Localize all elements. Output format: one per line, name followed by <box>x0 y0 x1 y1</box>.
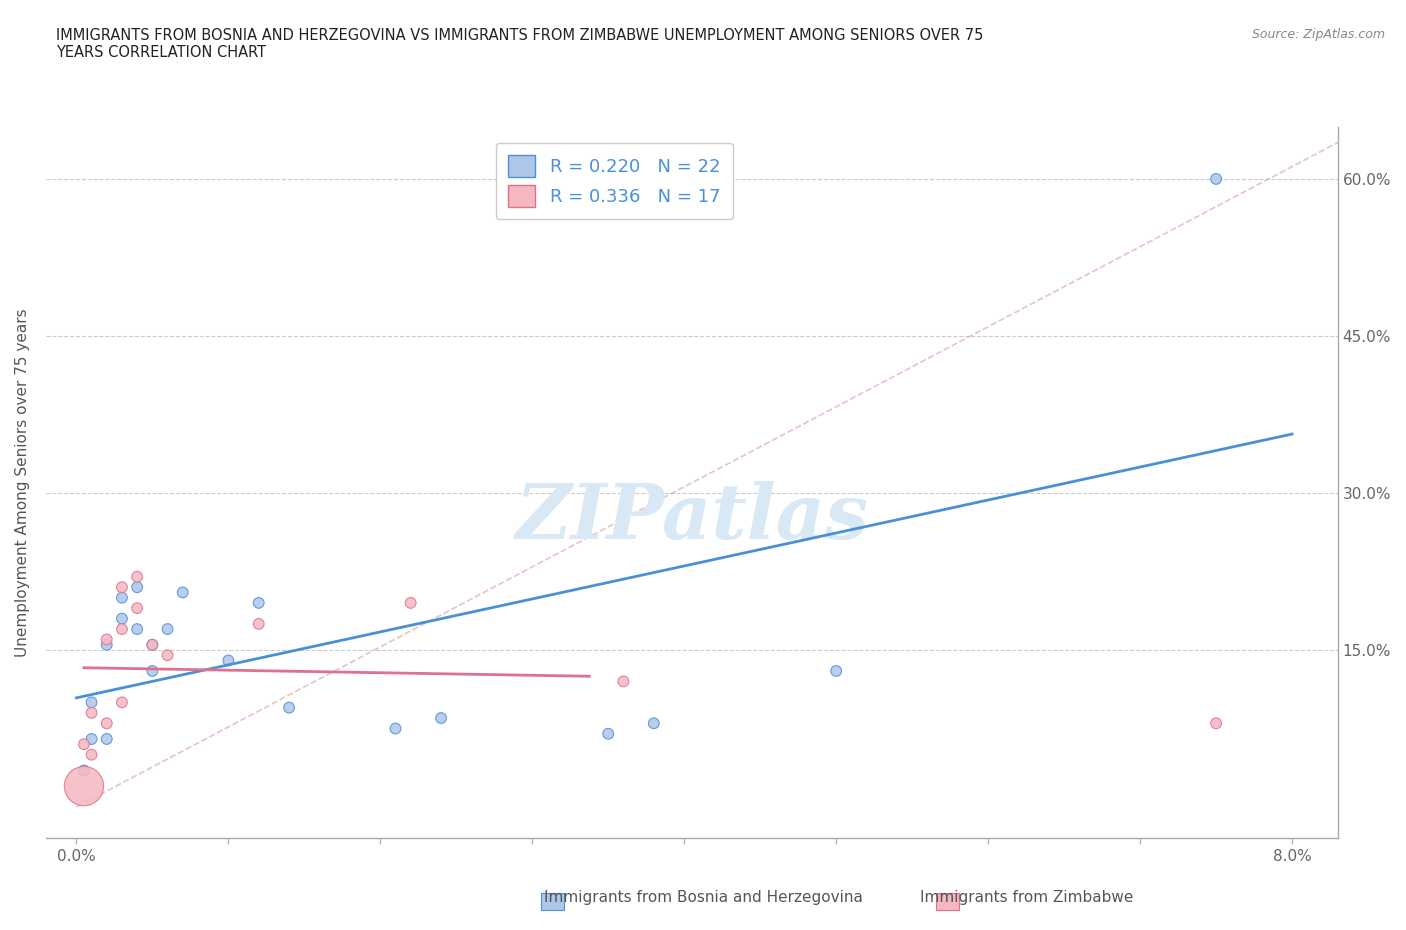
Text: IMMIGRANTS FROM BOSNIA AND HERZEGOVINA VS IMMIGRANTS FROM ZIMBABWE UNEMPLOYMENT : IMMIGRANTS FROM BOSNIA AND HERZEGOVINA V… <box>56 28 984 60</box>
Point <box>111 621 134 636</box>
Point <box>141 663 163 678</box>
Text: ZIPatlas: ZIPatlas <box>515 481 869 555</box>
Point <box>96 637 118 652</box>
Point <box>612 674 634 689</box>
Point <box>111 579 134 594</box>
Text: Immigrants from Zimbabwe: Immigrants from Zimbabwe <box>920 890 1133 905</box>
Point <box>127 621 149 636</box>
Point <box>247 617 270 631</box>
Point <box>141 637 163 652</box>
Point <box>111 591 134 605</box>
Point <box>96 716 118 731</box>
Point <box>96 732 118 747</box>
Point <box>217 653 239 668</box>
Text: Immigrants from Bosnia and Herzegovina: Immigrants from Bosnia and Herzegovina <box>544 890 862 905</box>
Point <box>127 601 149 616</box>
Point <box>247 595 270 610</box>
Point <box>111 611 134 626</box>
Point <box>1205 716 1227 731</box>
Point <box>598 726 620 741</box>
Y-axis label: Unemployment Among Seniors over 75 years: Unemployment Among Seniors over 75 years <box>15 308 30 657</box>
Point <box>127 579 149 594</box>
Point <box>172 585 194 600</box>
Point <box>73 778 96 793</box>
Point <box>643 716 665 731</box>
Point <box>127 569 149 584</box>
Point <box>1205 171 1227 186</box>
Point <box>156 648 179 663</box>
Point <box>80 695 103 710</box>
Point <box>96 632 118 647</box>
Point <box>111 695 134 710</box>
Point <box>430 711 453 725</box>
Point <box>399 595 422 610</box>
Point <box>141 637 163 652</box>
Point <box>384 721 406 736</box>
Point <box>73 763 96 777</box>
Text: Source: ZipAtlas.com: Source: ZipAtlas.com <box>1251 28 1385 41</box>
Point <box>156 621 179 636</box>
Point <box>80 732 103 747</box>
Legend: R = 0.220   N = 22, R = 0.336   N = 17: R = 0.220 N = 22, R = 0.336 N = 17 <box>496 142 733 219</box>
Point <box>278 700 301 715</box>
Point <box>825 663 848 678</box>
Point <box>73 737 96 751</box>
Point <box>80 705 103 720</box>
Point <box>80 747 103 762</box>
